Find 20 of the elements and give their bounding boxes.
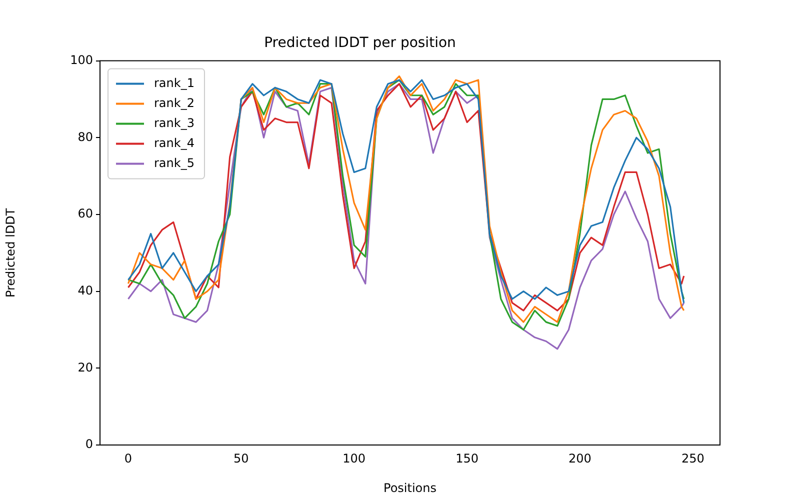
legend-label: rank_3 — [154, 116, 194, 130]
y-tick-label: 80 — [78, 130, 93, 144]
x-tick-label: 100 — [342, 451, 366, 466]
x-axis-title: Positions — [384, 480, 436, 495]
y-tick-label: 20 — [78, 360, 93, 374]
legend-label: rank_4 — [154, 136, 194, 150]
x-tick-label: 200 — [568, 451, 592, 466]
y-tick-label: 40 — [78, 283, 93, 298]
x-tick-label: 50 — [234, 451, 249, 466]
y-tick-label: 100 — [70, 52, 93, 67]
chart-title: Predicted lDDT per position — [264, 35, 456, 52]
legend-label: rank_5 — [154, 156, 194, 170]
legend-label: rank_1 — [154, 76, 194, 90]
y-tick-label: 0 — [85, 437, 93, 452]
legend-label: rank_2 — [154, 96, 194, 110]
y-axis-title: Predicted lDDT — [3, 208, 18, 298]
x-tick-label: 250 — [681, 451, 704, 466]
x-tick-label: 150 — [456, 451, 478, 466]
x-tick-label: 0 — [124, 451, 132, 466]
y-tick-label: 60 — [78, 206, 93, 221]
